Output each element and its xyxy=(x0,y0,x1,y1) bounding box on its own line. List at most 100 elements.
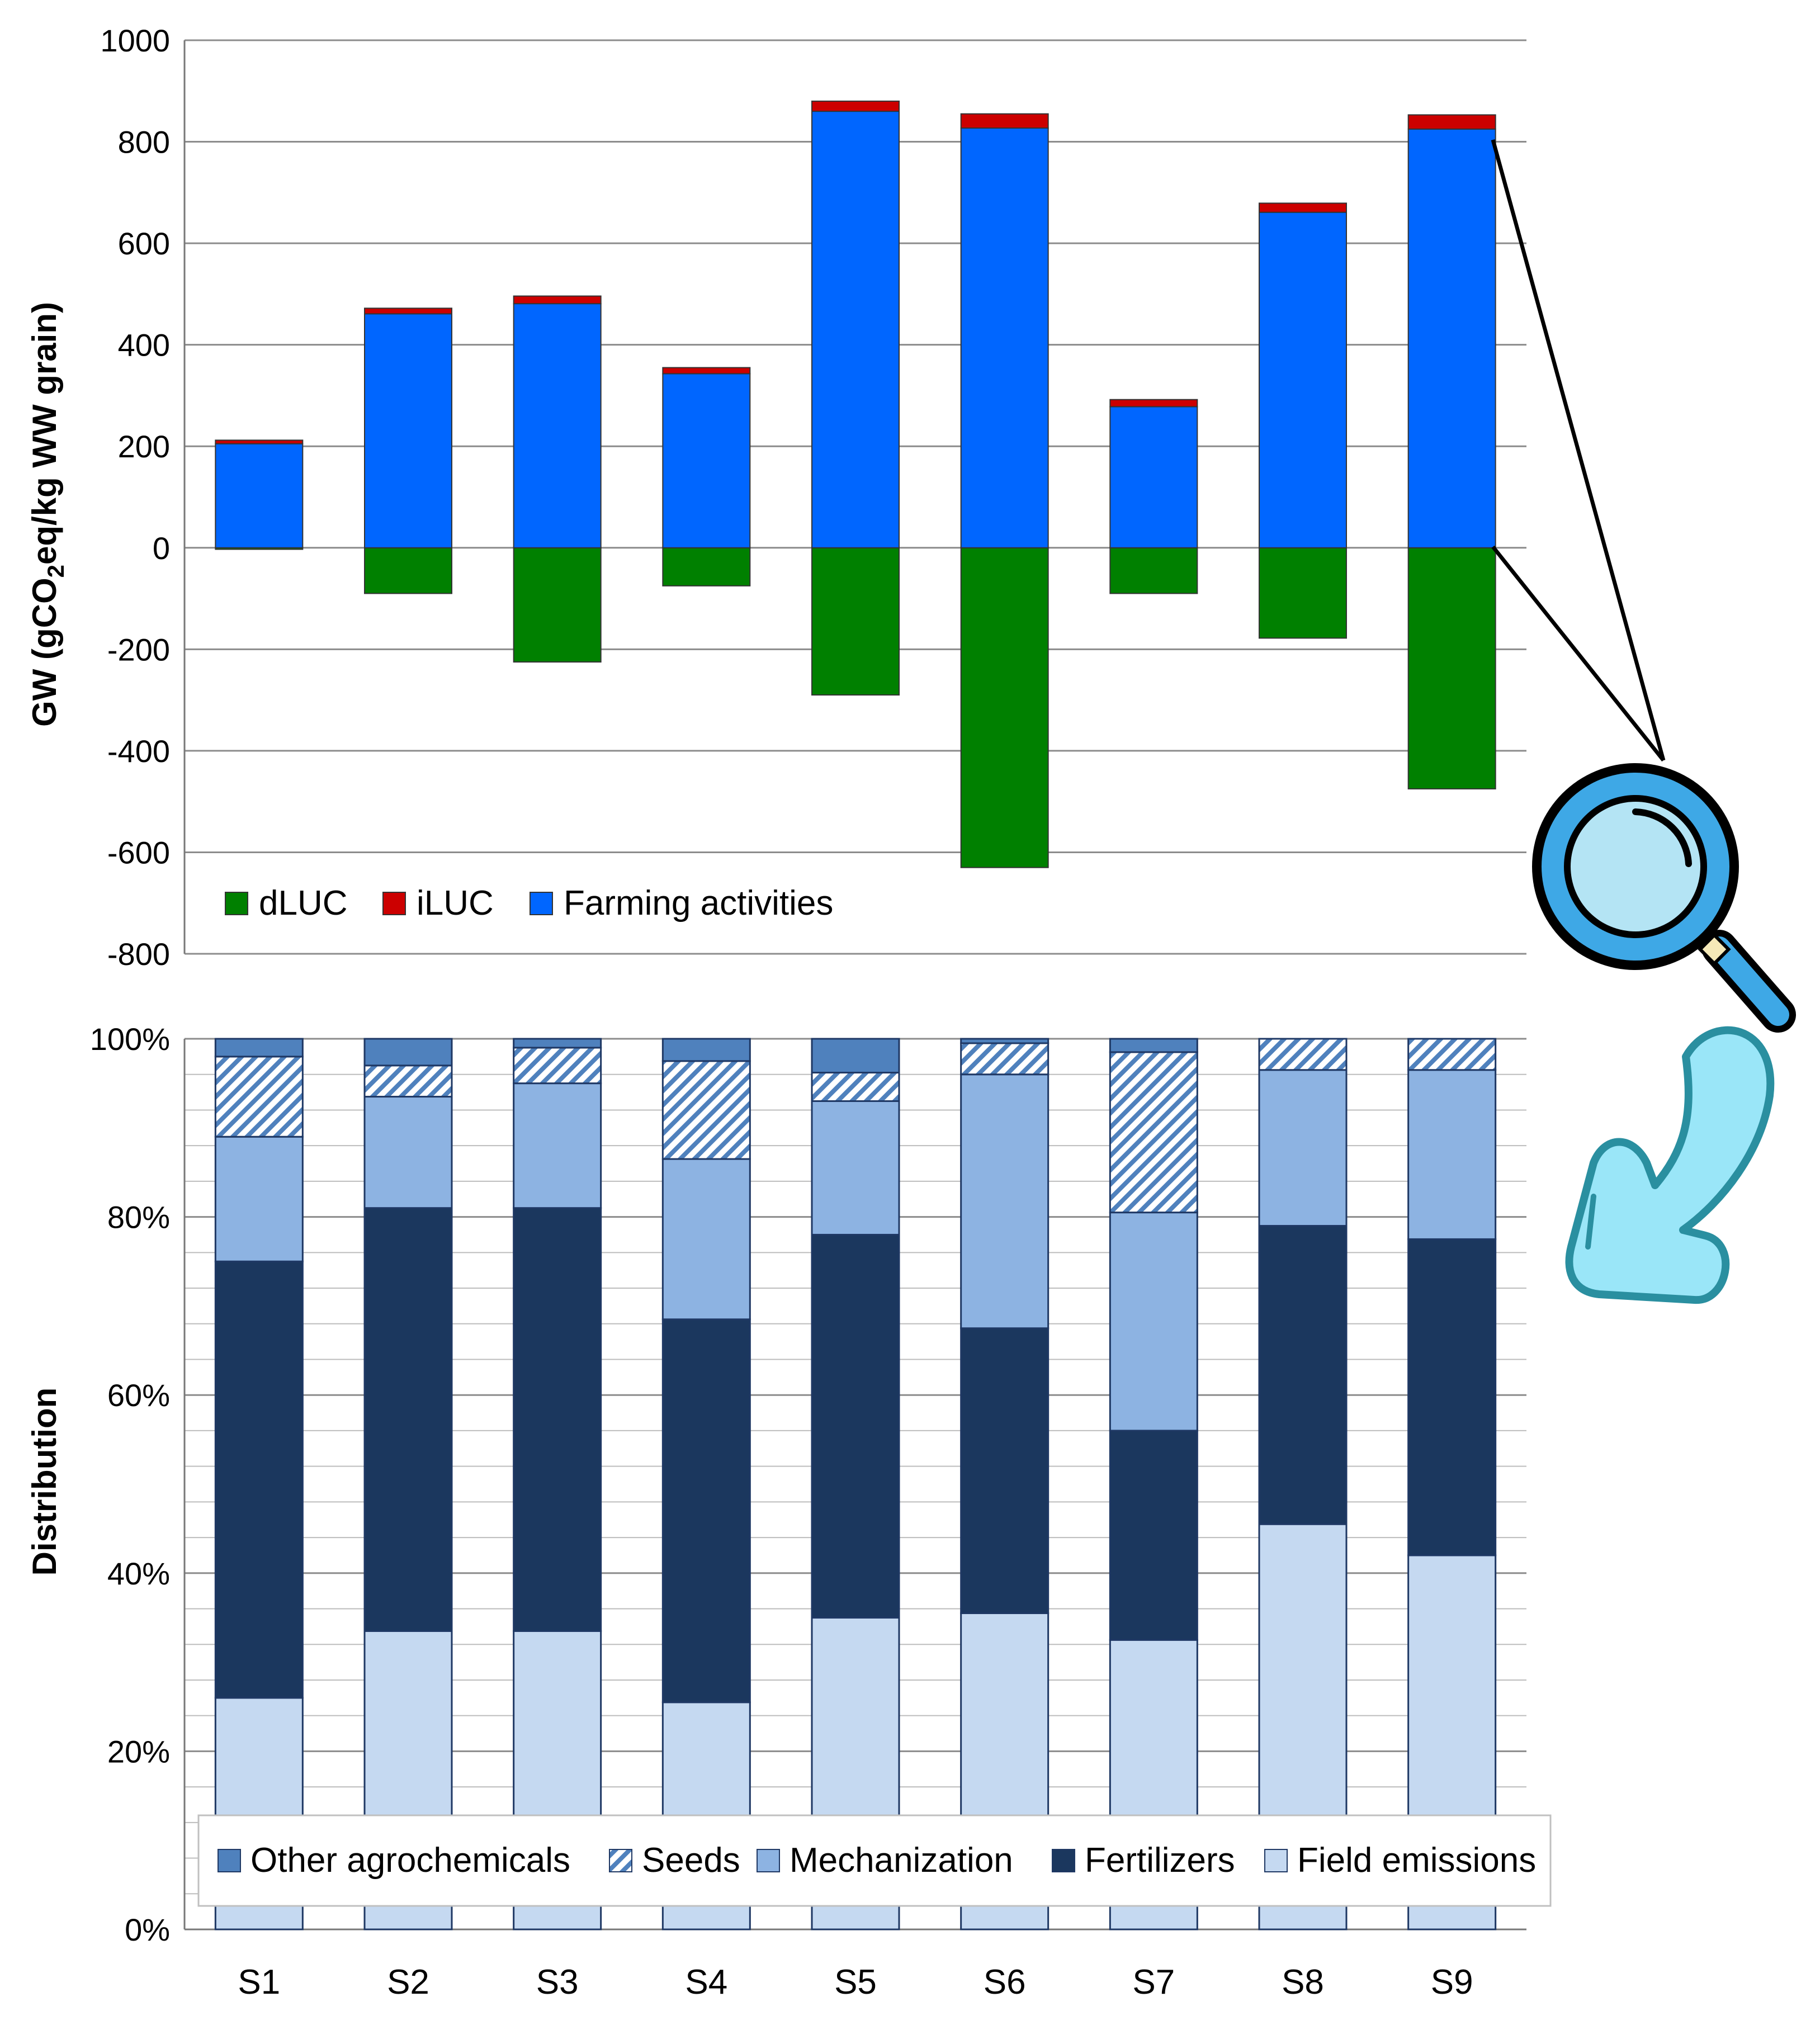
bar-other-agrochemicals-s4 xyxy=(661,1038,751,1062)
bar-farming-s9 xyxy=(1407,128,1496,548)
bar-dluc-s8 xyxy=(1259,547,1347,639)
legend-label-other-agrochemicals: Other agrochemicals xyxy=(250,1841,570,1880)
bar-seeds-s9 xyxy=(1407,1038,1497,1071)
bottom-bars xyxy=(214,1038,1497,1931)
legend-label-iluc: iLUC xyxy=(417,884,494,922)
legend-swatch-farming xyxy=(530,892,553,915)
top-tick-label: 1000 xyxy=(100,23,170,58)
top-tick-label: 200 xyxy=(118,429,170,464)
callout-line-upper xyxy=(1491,139,1666,761)
category-label: S6 xyxy=(984,1963,1026,2002)
bar-seeds-s3 xyxy=(513,1047,602,1085)
bar-seeds-s8 xyxy=(1258,1038,1348,1071)
bottom-tick-label: 80% xyxy=(107,1200,170,1235)
legend-swatch-iluc xyxy=(382,892,406,915)
legend-label-field-emissions: Field emissions xyxy=(1297,1841,1536,1880)
top-tick-label: -600 xyxy=(107,835,170,870)
legend-swatch-seeds xyxy=(609,1849,632,1872)
bar-fertilizers-s7 xyxy=(1109,1430,1198,1641)
bar-iluc-s3 xyxy=(513,295,602,305)
bar-farming-s3 xyxy=(513,303,602,548)
legend-box xyxy=(197,1814,1552,1907)
bar-mechanization-s5 xyxy=(811,1100,900,1236)
bottom-tick-labels: 100% 80% 60% 40% 20% 0% xyxy=(90,1021,170,1947)
bar-iluc-s4 xyxy=(662,367,751,375)
bottom-tick-label: 20% xyxy=(107,1734,170,1769)
bar-mechanization-s9 xyxy=(1407,1069,1497,1240)
bar-iluc-s5 xyxy=(811,100,900,112)
category-label: S1 xyxy=(238,1963,280,2002)
bar-farming-s6 xyxy=(960,127,1049,548)
legend-label-dluc: dLUC xyxy=(259,884,348,922)
legend-swatch-mechanization xyxy=(757,1849,780,1872)
bar-dluc-s7 xyxy=(1109,547,1198,594)
bar-dluc-s2 xyxy=(364,547,452,594)
top-tick-labels: 1000 800 600 400 200 0 -200 -400 -600 -800 xyxy=(100,23,170,972)
category-label: S9 xyxy=(1431,1963,1473,2002)
top-tick-label: 400 xyxy=(118,328,170,363)
bar-seeds-s7 xyxy=(1109,1051,1198,1214)
bar-mechanization-s2 xyxy=(363,1096,453,1209)
category-label: S3 xyxy=(536,1963,579,2002)
bar-mechanization-s4 xyxy=(661,1158,751,1321)
top-tick-label: -800 xyxy=(107,936,170,972)
bar-fertilizers-s8 xyxy=(1258,1225,1348,1525)
bar-fertilizers-s1 xyxy=(214,1260,304,1699)
bar-other-agrochemicals-s1 xyxy=(214,1038,304,1058)
top-y-label-sub: 2 xyxy=(42,565,69,578)
bar-mechanization-s6 xyxy=(960,1073,1050,1330)
bar-farming-s2 xyxy=(364,313,452,548)
bottom-chart: 100% 80% 60% 40% 20% 0% S1 S2 S3 S4 S5 S6 S7 S8 S9 Di… xyxy=(26,1021,1552,2002)
top-y-axis-label: GW (gCO2eq/kg WW grain) xyxy=(26,302,69,727)
top-tick-label: -200 xyxy=(107,632,170,667)
magnifier-icon xyxy=(1532,763,1796,1033)
bar-fertilizers-s4 xyxy=(661,1318,751,1704)
bar-seeds-s2 xyxy=(363,1064,453,1098)
bar-iluc-s1 xyxy=(215,439,304,444)
top-y-label-rest: eq/kg WW grain) xyxy=(26,302,63,565)
bar-mechanization-s7 xyxy=(1109,1212,1198,1432)
top-tick-label: 800 xyxy=(118,125,170,160)
top-tick-label: 600 xyxy=(118,226,170,261)
bar-dluc-s3 xyxy=(513,547,602,663)
bar-iluc-s9 xyxy=(1407,114,1496,130)
bar-farming-s5 xyxy=(811,111,900,548)
legend-swatch-dlUC xyxy=(225,892,248,915)
top-tick-label: -400 xyxy=(107,734,170,769)
top-legend: dLUC iLUC Farming activities xyxy=(225,884,833,922)
legend-swatch-other-agrochemicals xyxy=(218,1849,241,1872)
bar-dluc-s6 xyxy=(960,547,1049,868)
curved-arrow-icon xyxy=(1565,1026,1775,1304)
bottom-tick-label: 0% xyxy=(125,1912,170,1947)
bar-fertilizers-s6 xyxy=(960,1327,1050,1614)
category-label: S8 xyxy=(1282,1963,1324,2002)
bar-dluc-s5 xyxy=(811,547,900,696)
bar-dluc-s4 xyxy=(662,547,751,586)
category-label: S4 xyxy=(685,1963,727,2002)
bar-fertilizers-s2 xyxy=(363,1207,453,1632)
bottom-y-axis-label: Distribution xyxy=(26,1388,63,1576)
top-y-label-main: GW (gCO xyxy=(26,578,63,727)
bar-mechanization-s3 xyxy=(513,1082,602,1209)
legend-label-mechanization: Mechanization xyxy=(790,1841,1013,1880)
bar-iluc-s2 xyxy=(364,307,452,315)
bar-other-agrochemicals-s2 xyxy=(363,1038,453,1067)
bar-seeds-s4 xyxy=(661,1060,751,1160)
category-labels: S1 S2 S3 S4 S5 S6 S7 S8 S9 xyxy=(238,1963,1473,2002)
top-bars xyxy=(215,100,1496,868)
bar-seeds-s5 xyxy=(811,1072,900,1103)
bar-fertilizers-s5 xyxy=(811,1233,900,1619)
bar-fertilizers-s9 xyxy=(1407,1238,1497,1556)
bar-seeds-s1 xyxy=(214,1056,304,1138)
legend-label-farming: Farming activities xyxy=(564,884,833,922)
bar-dluc-s9 xyxy=(1407,547,1496,789)
bottom-tick-label: 40% xyxy=(107,1556,170,1591)
legend-swatch-field-emissions xyxy=(1264,1849,1288,1872)
top-tick-label: 0 xyxy=(153,531,170,566)
category-label: S2 xyxy=(387,1963,429,2002)
legend-swatch-fertilizers xyxy=(1052,1849,1075,1872)
bar-farming-s8 xyxy=(1259,211,1347,548)
category-label: S5 xyxy=(834,1963,877,2002)
bar-seeds-s6 xyxy=(960,1042,1050,1076)
legend-label-seeds: Seeds xyxy=(642,1841,740,1880)
